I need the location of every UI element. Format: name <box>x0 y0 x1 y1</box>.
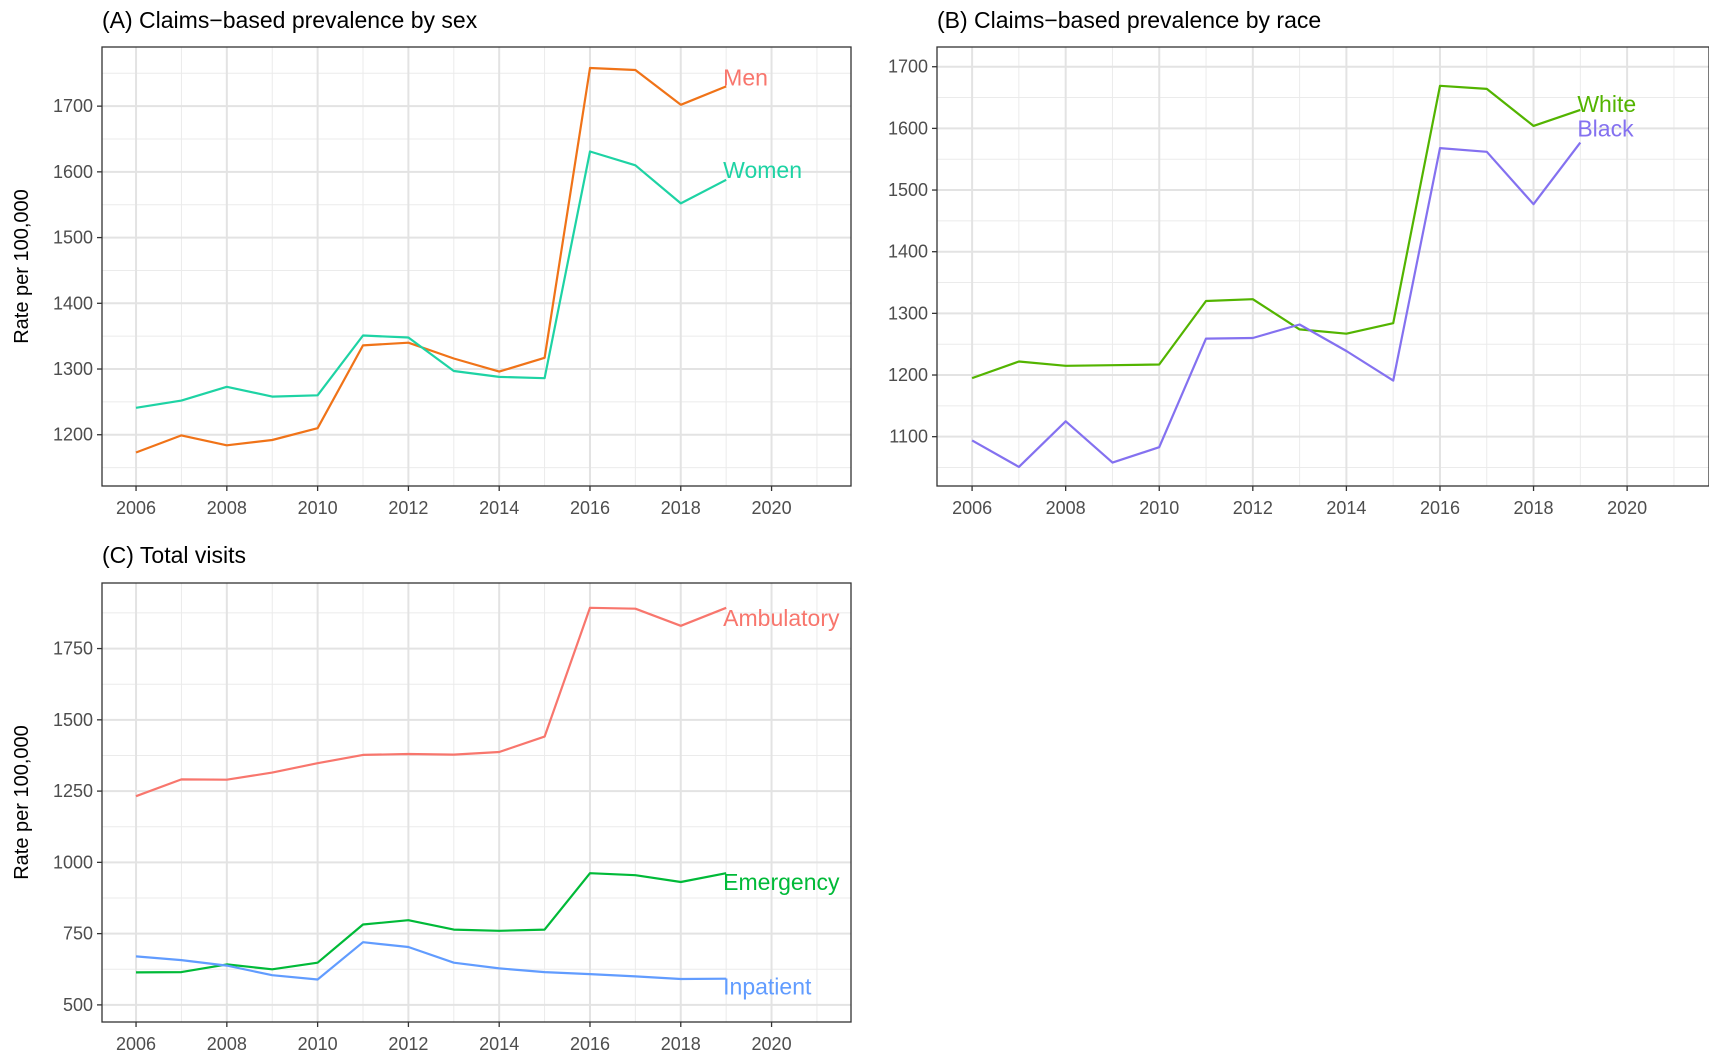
y-tick-label: 1700 <box>53 96 93 116</box>
y-tick-label: 1250 <box>53 781 93 801</box>
y-tick-label: 1500 <box>53 710 93 730</box>
y-tick-label: 1400 <box>888 242 928 262</box>
y-tick-label: 750 <box>63 924 93 944</box>
x-tick-label: 2020 <box>752 1034 792 1054</box>
y-tick-label: 1600 <box>888 118 928 138</box>
x-tick-label: 2016 <box>570 1034 610 1054</box>
y-tick-label: 500 <box>63 995 93 1015</box>
x-tick-label: 2018 <box>1514 498 1554 518</box>
x-tick-label: 2010 <box>1139 498 1179 518</box>
x-tick-label: 2012 <box>1233 498 1273 518</box>
x-tick-label: 2006 <box>116 498 156 518</box>
series-label-women: Women <box>723 157 802 183</box>
plot-background <box>102 47 851 486</box>
chart-panel-1: Men Women 2006 2008 2010 2012 2014 2016 2018 2020… <box>11 7 852 518</box>
y-axis-label: Rate per 100,000 <box>11 189 33 344</box>
series-line-inpatient <box>135 941 727 981</box>
series-line-men <box>135 66 727 454</box>
y-tick-label: 1000 <box>53 852 93 872</box>
y-tick-label: 1200 <box>888 365 928 385</box>
x-tick-label: 2012 <box>388 1034 428 1054</box>
series-line-white <box>971 84 1581 380</box>
series-line-black <box>971 141 1582 468</box>
y-tick-label: 1400 <box>53 293 93 313</box>
series-line-women <box>135 150 727 409</box>
series-label-black: Black <box>1577 116 1634 142</box>
x-tick-label: 2014 <box>479 498 519 518</box>
x-tick-label: 2012 <box>388 498 428 518</box>
y-axis-label: Rate per 100,000 <box>11 725 33 880</box>
x-tick-label: 2010 <box>298 1034 338 1054</box>
x-tick-label: 2018 <box>661 1034 701 1054</box>
x-tick-label: 2016 <box>1420 498 1460 518</box>
series-label-men: Men <box>723 64 768 90</box>
x-tick-label: 2020 <box>752 498 792 518</box>
x-tick-label: 2014 <box>479 1034 519 1054</box>
panel-title: (A) Claims−based prevalence by sex <box>102 7 478 33</box>
panel-border <box>936 46 1709 487</box>
series-line-emergency <box>135 872 727 974</box>
x-tick-label: 2008 <box>207 1034 247 1054</box>
y-tick-label: 1500 <box>888 180 928 200</box>
x-tick-label: 2020 <box>1607 498 1647 518</box>
y-tick-label: 1300 <box>888 303 928 323</box>
x-tick-label: 2008 <box>1046 498 1086 518</box>
series-line-ambulatory <box>135 606 727 798</box>
y-tick-label: 1750 <box>53 639 93 659</box>
x-tick-label: 2006 <box>116 1034 156 1054</box>
x-tick-label: 2006 <box>952 498 992 518</box>
y-tick-label: 1100 <box>889 427 928 447</box>
panel-border <box>101 582 852 1023</box>
series-label-white: White <box>1577 91 1636 117</box>
panel-title: (B) Claims−based prevalence by race <box>937 7 1321 33</box>
x-tick-label: 2010 <box>298 498 338 518</box>
panel-border <box>101 46 852 487</box>
x-tick-label: 2018 <box>661 498 701 518</box>
series-label-ambulatory: Ambulatory <box>723 605 840 631</box>
series-label-emergency: Emergency <box>723 869 840 895</box>
y-tick-label: 1300 <box>53 359 93 379</box>
x-tick-label: 2014 <box>1326 498 1366 518</box>
x-tick-label: 2008 <box>207 498 247 518</box>
panel-title: (C) Total visits <box>102 542 246 568</box>
x-tick-label: 2016 <box>570 498 610 518</box>
y-tick-label: 1500 <box>53 228 93 248</box>
y-tick-label: 1200 <box>53 425 93 445</box>
y-tick-label: 1600 <box>53 162 93 182</box>
series-label-inpatient: Inpatient <box>723 974 812 1000</box>
chart-panel-3: Ambulatory Emergency Inpatient 2006 2008 2010… <box>11 542 852 1054</box>
y-tick-label: 1700 <box>888 57 928 77</box>
